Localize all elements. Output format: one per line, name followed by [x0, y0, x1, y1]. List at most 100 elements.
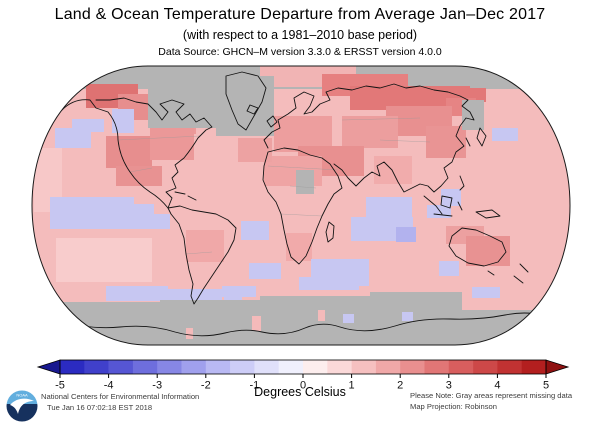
colorbar-segment	[497, 360, 522, 374]
map-cell-india-warm	[374, 156, 412, 184]
noaa-logo-gull	[10, 398, 34, 414]
coast-java	[433, 213, 453, 217]
colorbar-tick-label: 5	[543, 380, 549, 392]
colorbar-units-label: Degrees Celsius	[254, 385, 346, 399]
map-cell-okhotsk-missing	[462, 100, 484, 130]
coast-uk	[266, 115, 278, 128]
colorbar-segment	[473, 360, 498, 374]
colorbar-left-arrow	[36, 359, 61, 375]
map-cells	[32, 66, 570, 345]
colorbar-segment	[157, 360, 182, 374]
colorbar-segment	[84, 360, 109, 374]
map-cell-equatorial-pacific-cool-2	[50, 214, 170, 229]
colorbar-tick-label: 4	[494, 380, 500, 392]
map-cell-south-indian-cool	[311, 259, 369, 286]
colorbar-segment	[60, 360, 85, 374]
colorbar-tick-label: 1	[349, 380, 355, 392]
map-cell-western-us-warm	[106, 136, 152, 168]
noaa-logo-text: NOAA	[16, 393, 28, 398]
colorbar-segment	[521, 360, 547, 374]
coast-iceland	[246, 104, 259, 115]
coast-borneo	[440, 195, 453, 209]
colorbar-segment	[400, 360, 425, 374]
colorbar-segment	[108, 360, 134, 374]
coastlines	[57, 71, 543, 337]
map-cell-southeast-pacific-mild	[56, 238, 152, 282]
colorbar-segment	[205, 360, 231, 374]
map-cell-central-asia-warm	[342, 116, 398, 148]
missing-data-note: Please Note: Gray areas represent missin…	[410, 391, 573, 400]
projection-note: Map Projection: Robinson	[410, 402, 497, 411]
colorbar-tick-label: -1	[250, 380, 260, 392]
coast-new-zealand	[513, 263, 529, 284]
colorbar-tick-label: 3	[446, 380, 452, 392]
noaa-logo: NOAA	[6, 390, 38, 422]
coast-africa	[262, 147, 343, 265]
map-cell-antarctic-station-cool-2	[402, 312, 413, 321]
colorbar-segment	[448, 360, 474, 374]
map-cell-south-of-africa-cool-1	[249, 263, 281, 279]
colorbar-segment	[327, 360, 352, 374]
country-borders	[117, 117, 431, 255]
coast-south-america	[167, 205, 237, 305]
map-cell-british-columbia-cool	[112, 109, 134, 133]
coast-north-america	[61, 99, 169, 209]
map-cell-equatorial-pacific-cool-1	[50, 197, 134, 214]
map-cell-southern-ocean-cool-4	[224, 292, 242, 303]
coast-north-america-east	[95, 97, 213, 209]
coast-caribbean	[174, 191, 197, 201]
data-source-line: Data Source: GHCN–M version 3.3.0 & ERSS…	[158, 46, 442, 58]
map-cell-eastern-us-warm	[150, 126, 194, 160]
map-cell-equatorial-pacific-cool-3	[132, 204, 154, 215]
colorbar-tick-label: -5	[55, 380, 65, 392]
colorbar-segment	[181, 360, 207, 374]
colorbar-right-arrow	[545, 359, 570, 375]
map-cell-mexico-warm	[116, 166, 162, 186]
map-cell-indian-ocean-cool-core	[396, 227, 416, 242]
colorbar-segment	[424, 360, 450, 374]
map-cell-southern-ocean-cool-2	[168, 289, 222, 302]
map-cell-antarctic-station-warm-2	[186, 328, 193, 339]
colorbar-tick-label: 2	[397, 380, 403, 392]
coast-tasmania	[487, 270, 495, 276]
colorbar-tick-label: -3	[152, 380, 162, 392]
colorbar-tick-label: 0	[300, 380, 306, 392]
colorbar-segment	[375, 360, 401, 374]
map-cell-china-warm	[426, 126, 466, 158]
colorbar: -5 -4 -3 -2 -1 0 1 2 3 4 5	[36, 359, 570, 392]
map-cell-antarctic-station-cool-1	[343, 314, 354, 323]
org-name: National Centers for Environmental Infor…	[41, 392, 200, 401]
map-cell-antarctic-station-warm-3	[318, 310, 325, 321]
coast-korea	[465, 137, 471, 147]
colorbar-segment	[230, 360, 255, 374]
map-cell-north-pacific-cool-2	[72, 119, 104, 132]
map-cell-west-pacific-cool	[492, 128, 518, 141]
map-cell-antarctica-missing-1	[32, 302, 164, 345]
subtitle: (with respect to a 1981–2010 base period…	[182, 28, 418, 42]
map-cell-brazil-interior-warm	[186, 230, 224, 262]
colorbar-segment	[278, 360, 304, 374]
map-cell-antarctic-station-warm-1	[252, 316, 261, 331]
map-cell-antarctica-missing-2	[160, 300, 264, 345]
map-cell-west-australia-cool	[439, 261, 459, 276]
coast-philippines	[459, 175, 465, 191]
map-cell-southern-ocean-cool-5	[472, 287, 500, 298]
map-cell-arctic-canada-missing	[148, 86, 230, 128]
colorbar-segment	[303, 360, 328, 374]
coast-antarctica	[57, 312, 543, 337]
map-cell-north-atlantic-warm	[238, 138, 272, 162]
coast-greenland	[225, 71, 267, 131]
map-cell-southern-ocean-cool-3	[222, 286, 256, 297]
coast-new-guinea	[475, 209, 501, 219]
coast-sumatra	[423, 195, 443, 215]
coast-sulawesi	[457, 201, 463, 211]
colorbar-segment	[254, 360, 279, 374]
map-cell-southern-ocean-cool-1	[106, 286, 168, 301]
map-cell-south-atlantic-cool	[241, 221, 269, 240]
coast-eurasia	[263, 83, 475, 193]
coast-madagascar	[325, 221, 335, 243]
map-cell-north-pacific-cool	[55, 128, 91, 148]
map-outline	[31, 65, 571, 346]
map-cell-indonesia-cool-2	[427, 205, 451, 218]
